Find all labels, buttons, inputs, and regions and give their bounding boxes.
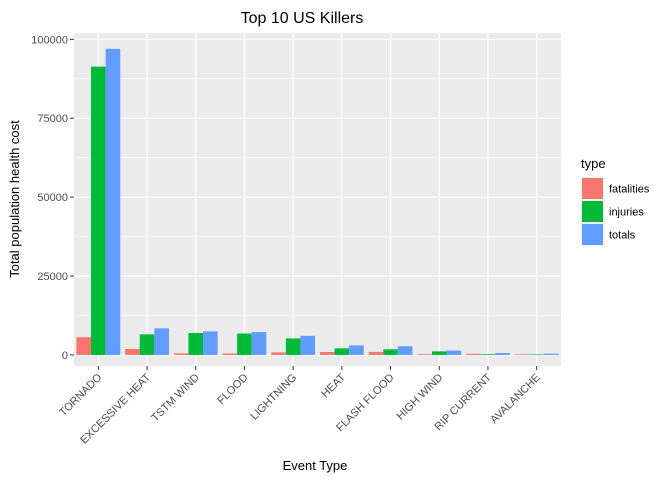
legend-title: type [581, 156, 606, 171]
bar-totals [300, 335, 316, 355]
bar-fatalities [222, 353, 238, 355]
bar-fatalities [417, 354, 432, 355]
bar-totals [203, 331, 218, 355]
bar-fatalities [319, 351, 335, 355]
bar-totals [251, 332, 267, 355]
y-tick-label: 0 [62, 350, 68, 362]
bar-totals [446, 350, 462, 355]
bar-fatalities [173, 353, 189, 355]
legend-key-totals [582, 224, 603, 245]
y-axis: 0 25000 50000 75000 100000 [31, 34, 74, 362]
bars [76, 48, 559, 355]
x-tick-label: LIGHTNING [248, 372, 299, 423]
bar-totals [397, 346, 413, 355]
y-tick-label: 25000 [37, 271, 68, 283]
bar-totals [349, 345, 364, 355]
bar-totals [154, 328, 169, 355]
x-tick-label: TSTM WIND [149, 372, 202, 425]
bar-totals [495, 353, 510, 355]
bar-fatalities [514, 354, 530, 355]
legend-label: fatalities [609, 184, 650, 196]
chart-title: Top 10 US Killers [241, 10, 364, 27]
x-tick-label: AVALANCHE [488, 372, 542, 426]
x-axis-title: Event Type [283, 458, 348, 473]
y-tick-label: 100000 [31, 34, 68, 46]
bar-injuries [480, 354, 496, 355]
bar-fatalities [466, 353, 481, 355]
x-tick-label: TORNADO [57, 371, 105, 419]
bar-fatalities [368, 351, 384, 355]
bar-injuries [431, 351, 447, 355]
bar-totals [543, 353, 559, 355]
bar-fatalities [76, 337, 92, 355]
plot-panel [74, 33, 561, 366]
x-tick-label: HEAT [319, 371, 348, 400]
y-axis-title: Total population health cost [7, 120, 22, 278]
bar-injuries [383, 349, 398, 355]
y-tick-label: 50000 [37, 192, 68, 204]
y-tick-label: 75000 [37, 113, 68, 125]
legend-label: injuries [609, 207, 644, 219]
x-tick-label: HIGH WIND [395, 372, 446, 423]
bar-injuries [91, 66, 106, 355]
bar-injuries [529, 354, 544, 355]
legend: type fatalities injuries totals [581, 156, 650, 246]
bar-fatalities [271, 352, 286, 355]
bar-totals [105, 48, 121, 355]
bar-injuries [139, 334, 155, 355]
x-tick-label: FLOOD [215, 372, 250, 407]
legend-key-injuries [582, 201, 603, 222]
bar-injuries [188, 332, 204, 355]
bar-injuries [285, 338, 301, 355]
bar-fatalities [125, 348, 140, 355]
legend-label: totals [609, 230, 636, 242]
bar-injuries [334, 348, 350, 355]
bar-injuries [237, 333, 252, 355]
legend-key-fatalities [582, 178, 603, 199]
